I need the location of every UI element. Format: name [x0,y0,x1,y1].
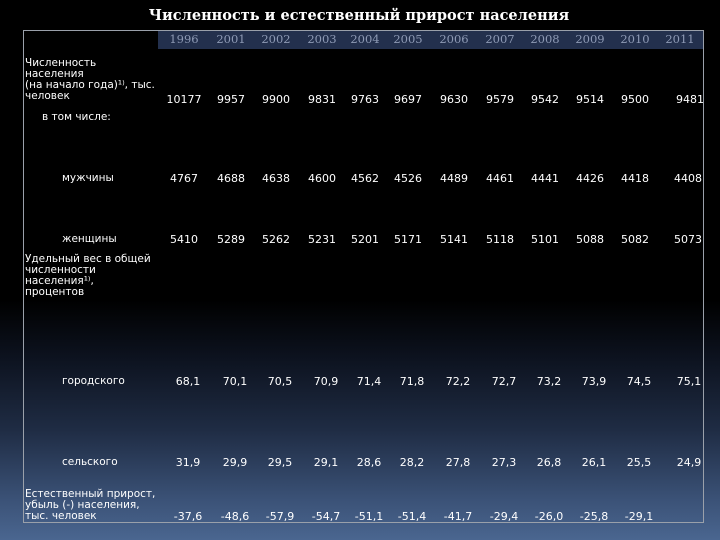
year-header: 2008 [530,32,560,46]
table-cell: 4526 [394,172,422,185]
table-cell: 25,5 [626,456,652,469]
table-cell: 70,5 [267,375,293,388]
table-cell: 9481 [676,93,704,106]
table-cell: 5141 [440,233,468,246]
row-label-men: мужчины [62,172,114,184]
table-cell: 5201 [351,233,379,246]
table-cell: 10177 [166,93,202,106]
table-cell: 4767 [170,172,198,185]
row-label-women: женщины [62,233,117,245]
table-cell: 74,5 [626,375,652,388]
table-cell: 9763 [351,93,379,106]
table-cell: 4426 [576,172,604,185]
table-cell: -26,0 [534,510,564,523]
year-header: 2003 [307,32,337,46]
table-cell: 4418 [621,172,649,185]
table-cell: 5410 [170,233,198,246]
table-cell: 4562 [351,172,379,185]
table-cell: 9630 [440,93,468,106]
table-cell: -29,1 [624,510,654,523]
row-label-rural: сельского [62,456,118,468]
table-cell: 26,1 [581,456,607,469]
table-cell: 28,2 [399,456,425,469]
table-cell: 4600 [308,172,336,185]
table-cell: 5082 [621,233,649,246]
table-cell: 5289 [217,233,245,246]
table-cell: 9900 [262,93,290,106]
table-cell: 4489 [440,172,468,185]
table-border [23,30,704,523]
row-label-population: Численность населения (на начало года)¹⁾… [25,57,155,102]
table-cell: 71,8 [399,375,425,388]
year-header: 2010 [620,32,650,46]
table-cell: 70,9 [313,375,339,388]
table-cell: 9542 [531,93,559,106]
table-cell: -51,1 [354,510,384,523]
table-cell: -48,6 [220,510,250,523]
table-cell: 29,5 [267,456,293,469]
year-header: 1996 [169,32,199,46]
table-cell: 9831 [308,93,336,106]
table-cell: 28,6 [356,456,382,469]
table-cell: 70,1 [222,375,248,388]
table-cell: 5262 [262,233,290,246]
table-cell: 4638 [262,172,290,185]
table-cell: 9514 [576,93,604,106]
table-cell: 73,2 [536,375,562,388]
table-cell: 71,4 [356,375,382,388]
year-header: 2004 [350,32,380,46]
table-cell: 9579 [486,93,514,106]
table-cell: -41,7 [443,510,473,523]
table-cell: -37,6 [173,510,203,523]
table-cell: -54,7 [311,510,341,523]
year-header: 2006 [439,32,469,46]
table-cell: -51,4 [397,510,427,523]
table-cell: 5118 [486,233,514,246]
table-cell: 29,1 [313,456,339,469]
table-cell: 5088 [576,233,604,246]
table-cell: 72,2 [445,375,471,388]
table-cell: 4408 [674,172,702,185]
table-cell: 5073 [674,233,702,246]
table-cell: 24,9 [676,456,702,469]
table-cell: 27,3 [491,456,517,469]
table-cell: 31,9 [175,456,201,469]
table-cell: 27,8 [445,456,471,469]
row-label-natural-growth: Естественный прирост, убыль (-) населени… [25,488,156,522]
table-cell: 4461 [486,172,514,185]
page-title: Численность и естественный прирост насел… [148,7,570,24]
row-label-urban: городского [62,375,125,387]
row-label-share: Удельный вес в общей численности населен… [25,253,151,298]
table-cell: 9957 [217,93,245,106]
year-header: 2009 [575,32,605,46]
table-cell: 29,9 [222,456,248,469]
year-header: 2005 [393,32,423,46]
table-cell: -29,4 [489,510,519,523]
table-cell: 9697 [394,93,422,106]
table-cell: 4441 [531,172,559,185]
table-cell: 5171 [394,233,422,246]
row-label-including: в том числе: [42,111,111,123]
table-header-row [158,31,703,49]
table-cell: 75,1 [676,375,702,388]
table-cell: 5101 [531,233,559,246]
year-header: 2011 [665,32,695,46]
year-header: 2001 [216,32,246,46]
table-cell: -25,8 [579,510,609,523]
table-cell: -57,9 [265,510,295,523]
table-cell: 72,7 [491,375,517,388]
year-header: 2007 [485,32,515,46]
table-cell: 73,9 [581,375,607,388]
table-cell: 26,8 [536,456,562,469]
table-cell: 4688 [217,172,245,185]
year-header: 2002 [261,32,291,46]
table-cell: 68,1 [175,375,201,388]
table-cell: 9500 [621,93,649,106]
table-cell: 5231 [308,233,336,246]
